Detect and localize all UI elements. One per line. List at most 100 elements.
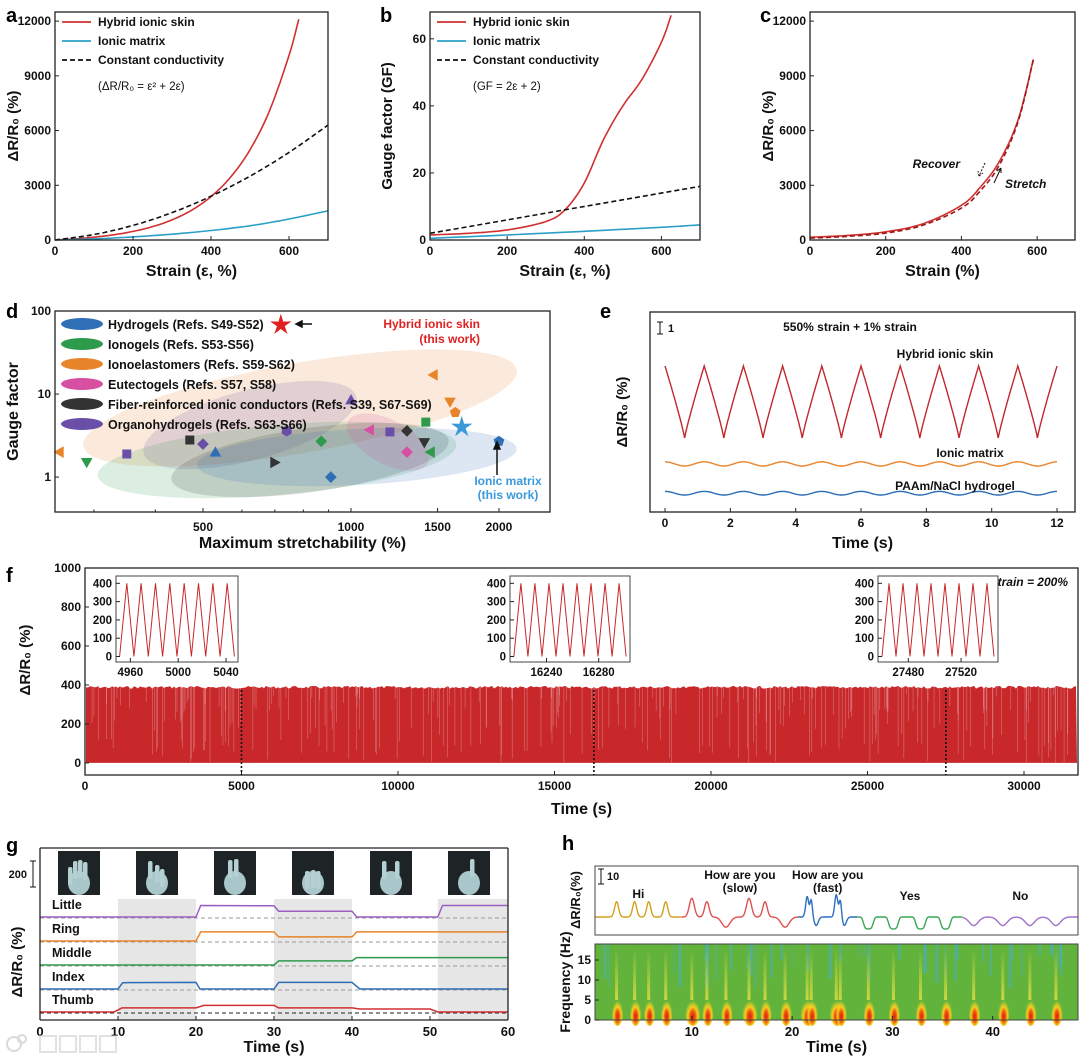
data-point-down: [80, 458, 93, 469]
panel-g-ylabel: ΔR/R₀ (%): [9, 927, 26, 998]
spectrogram-low-power: [603, 944, 607, 980]
spectrogram-low-power: [956, 944, 959, 960]
panel-f-ytick-label: 600: [61, 639, 81, 653]
panel-c-xtick-label: 600: [1027, 244, 1047, 258]
data-point-square: [385, 427, 395, 437]
panel-e-xtick-label: 4: [792, 516, 799, 530]
spectrogram-streak: [1001, 949, 1005, 1000]
spectrogram-low-power: [729, 944, 733, 970]
panel-a-ytick-label: 3000: [24, 178, 51, 192]
spectrogram-energy: [940, 994, 953, 1026]
panel-e-xtick-label: 10: [985, 516, 999, 530]
inset-0-ytick-label: 300: [93, 597, 112, 609]
panel-b-frame: [429, 11, 701, 241]
series-stretch: [809, 59, 1035, 239]
data-point-square: [185, 435, 195, 445]
legend-label: Ionic matrix: [98, 34, 166, 48]
legend-label: Eutectogels (Refs. S57, S58): [108, 378, 276, 392]
spectrogram-low-power: [608, 944, 610, 988]
finger-trace-little: [40, 904, 508, 918]
segment-label: Hi: [632, 887, 644, 901]
spectrogram-low-power: [1021, 944, 1023, 977]
spectrogram-low-power: [673, 944, 675, 975]
inset-2-ytick-label: 100: [855, 633, 874, 645]
panel-a-xtick-label: 0: [52, 244, 59, 258]
data-point-up: [345, 394, 357, 405]
spectrogram-streak: [1054, 949, 1058, 1000]
spectrogram-streak: [690, 949, 694, 1000]
panel-d-frame: [54, 310, 551, 513]
data-point-diamond: [325, 471, 337, 483]
spectrogram-streak: [747, 949, 751, 1000]
series-ionic-matrix: [429, 224, 701, 240]
spectrogram-energy: [611, 994, 624, 1026]
series-paam-nacl-hydrogel: [665, 490, 1057, 496]
inset-0-xtick-label: 5040: [213, 667, 239, 679]
inset-1-xtick-label: 16280: [583, 667, 615, 679]
inset-2-xtick-label: 27520: [945, 667, 977, 679]
panel-g-xtick-label: 20: [189, 1024, 203, 1039]
inset-2-frame: [877, 575, 999, 663]
spectrogram-low-power: [715, 944, 718, 981]
spectrogram-low-power: [1008, 944, 1013, 988]
spectrogram-low-power: [897, 944, 902, 960]
legend-label: Ionogels (Refs. S53-S56): [108, 338, 254, 352]
series-ionic-matrix: [54, 210, 329, 241]
gesture-photo-l-sign: [448, 851, 490, 895]
data-point-right: [270, 456, 281, 469]
panel-b-xtick-label: 0: [427, 244, 434, 258]
scale-bar-label: 10: [607, 871, 619, 883]
inset-2-signal: [881, 583, 995, 657]
segment-label: (fast): [813, 881, 842, 895]
speech-signal-segment-1: [681, 897, 799, 928]
spectrogram-energy: [968, 994, 981, 1026]
hybrid-ionic-skin-label: Hybrid ionic skin: [383, 317, 480, 331]
spectrogram-streak: [664, 949, 668, 1000]
finger-trace-ring: [40, 931, 508, 942]
legend-label: Constant conductivity: [98, 53, 224, 67]
panel-d-xtick-label: 1500: [424, 520, 451, 534]
scale-bar: [598, 868, 604, 885]
spectrogram-streak: [866, 949, 870, 1000]
inset-1-frame: [509, 575, 631, 663]
ionic-matrix-label: Ionic matrix: [936, 446, 1004, 460]
panel-f-xtick-label: 30000: [1007, 779, 1041, 793]
finger-label: Middle: [52, 946, 92, 960]
panel-a-frame: [54, 11, 329, 241]
spectrogram-energy: [701, 994, 714, 1026]
inset-0-xtick-label: 4960: [118, 667, 144, 679]
inset-0-ytick-label: 0: [106, 652, 112, 664]
panel-label-f: f: [6, 565, 13, 587]
panel-label-g: g: [6, 835, 18, 857]
inset-1-ytick-label: 0: [500, 652, 506, 664]
hybrid-ionic-skin-sublabel: (this work): [419, 332, 480, 346]
spectrogram-energy: [780, 994, 793, 1026]
panel-g-xtick-label: 0: [36, 1024, 43, 1039]
panel-f-ytick-label: 0: [74, 756, 81, 770]
panel-c-ytick-label: 3000: [779, 178, 806, 192]
panel-b-xlabel: Strain (ε, %): [519, 263, 610, 280]
panel-a-ylabel: ΔR/R₀ (%): [5, 91, 22, 162]
legend-swatch: [61, 318, 103, 330]
spectrogram-low-power: [1059, 944, 1063, 966]
panel-h-xlabel: Time (s): [806, 1039, 867, 1056]
panel-g-xtick-label: 60: [501, 1024, 515, 1039]
panel-e-frame: [649, 311, 1076, 513]
legend-swatch: [61, 338, 103, 350]
spectrogram-low-power: [750, 944, 752, 960]
legend-swatch: [61, 378, 103, 390]
panel-h-xtick-label: 30: [885, 1024, 899, 1039]
recover-label: Recover: [913, 157, 962, 171]
data-point-up: [209, 446, 222, 457]
panel-label-b: b: [380, 5, 392, 27]
stretch-arrow-icon: [993, 167, 1002, 184]
spectrogram-streak: [891, 949, 895, 1000]
data-point-pentagon: [449, 406, 461, 417]
hydrogel-label: PAAm/NaCl hydrogel: [895, 479, 1015, 493]
inset-0-signal: [119, 583, 235, 657]
panel-b-ytick-label: 40: [413, 99, 427, 113]
spectrogram-streak: [705, 949, 709, 1000]
shaded-interval: [274, 899, 352, 1020]
spectrogram-energy: [863, 994, 876, 1026]
spectrogram-low-power: [1052, 944, 1055, 961]
